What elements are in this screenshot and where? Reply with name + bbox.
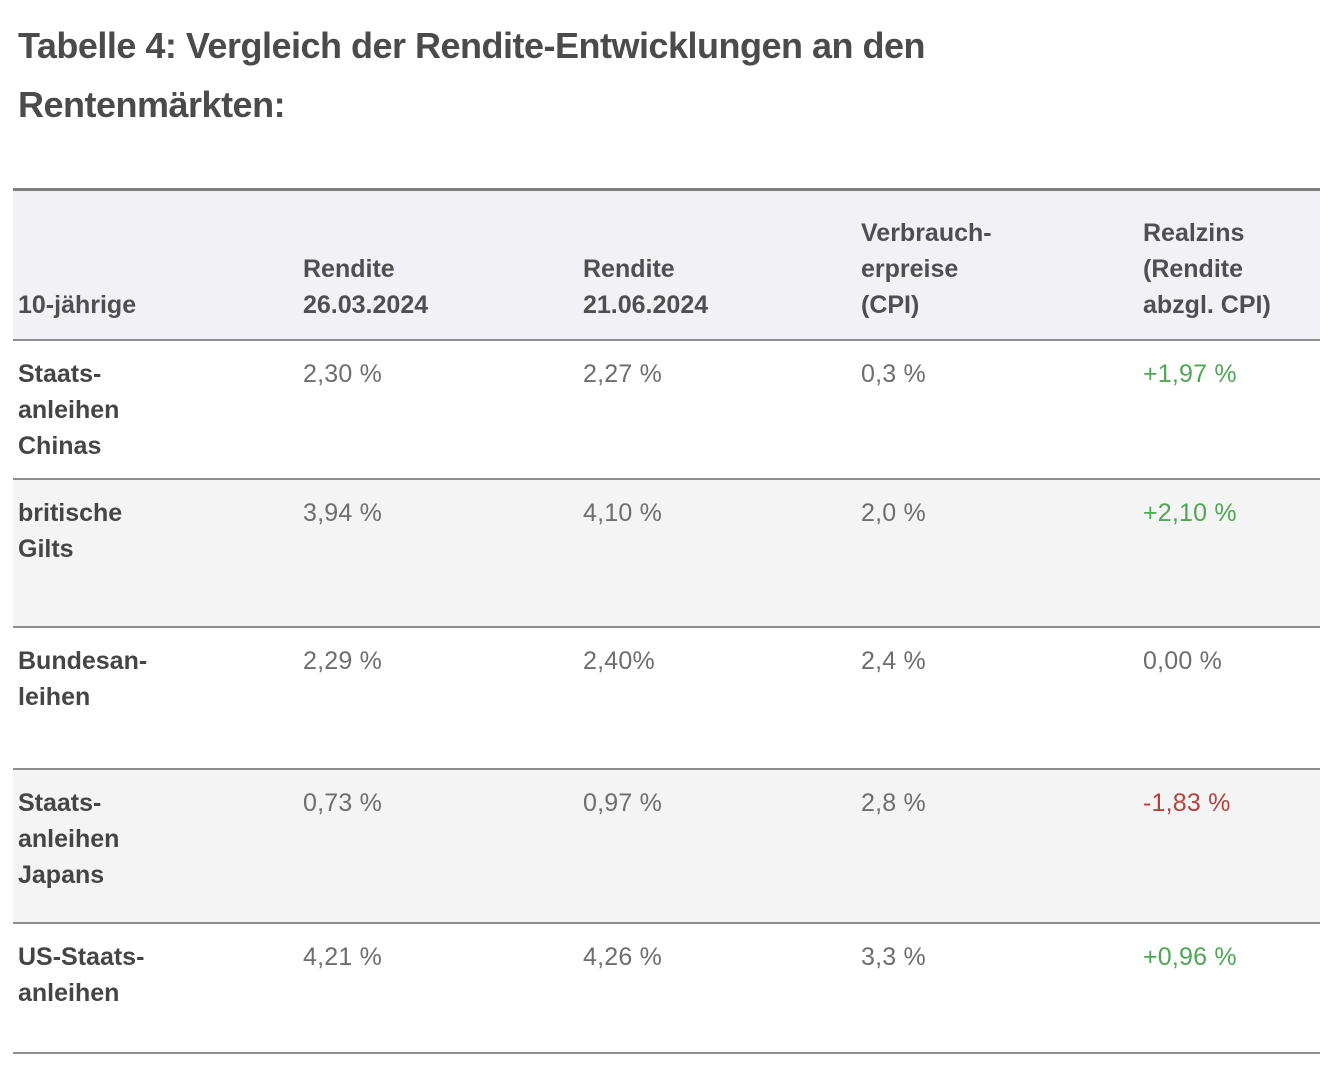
table-row-germany: Bundesan- leihen 2,29 % 2,40% 2,4 % 0,00… [13, 626, 1320, 769]
cpi-value: 2,0 % [861, 498, 926, 527]
yield-march-value: 4,21 % [303, 942, 383, 971]
cpi-value: 3,3 % [861, 942, 926, 971]
real-rate-value: +0,96 % [1143, 942, 1237, 971]
column-header-real-rate: Realzins (Rendite abzgl. CPI) [1143, 218, 1271, 319]
yield-june-value: 4,26 % [583, 942, 663, 971]
yield-june-value: 2,40% [583, 646, 655, 675]
cpi-value: 0,3 % [861, 359, 926, 388]
yield-june-value: 0,97 % [583, 788, 663, 817]
yield-june-value: 2,27 % [583, 359, 663, 388]
column-header-cpi: Verbrauch- erpreise (CPI) [861, 218, 992, 319]
table-row-japan: Staats- anleihen Japans 0,73 % 0,97 % 2,… [13, 768, 1320, 923]
yield-march-value: 0,73 % [303, 788, 383, 817]
table-caption: Tabelle 4: Vergleich der Rendite-Entwick… [18, 25, 926, 125]
table-row-uk: britische Gilts 3,94 % 4,10 % 2,0 % +2,1… [13, 478, 1320, 627]
table-row-china: Staats- anleihen Chinas 2,30 % 2,27 % 0,… [13, 339, 1320, 479]
row-label: Bundesan- leihen [18, 646, 148, 711]
bond-yield-comparison-table: 10-jährige Rendite 26.03.2024 Rendite 21… [13, 188, 1320, 1054]
header-row: 10-jährige Rendite 26.03.2024 Rendite 21… [13, 189, 1320, 340]
row-label: US-Staats- anleihen [18, 942, 145, 1007]
column-header-yield-march: Rendite 26.03.2024 [303, 254, 429, 319]
table-header-row: 10-jährige Rendite 26.03.2024 Rendite 21… [13, 189, 1320, 340]
yield-march-value: 2,29 % [303, 646, 383, 675]
row-label: Staats- anleihen Japans [18, 788, 120, 889]
row-label: Staats- anleihen Chinas [18, 359, 120, 460]
cpi-value: 2,8 % [861, 788, 926, 817]
yield-march-value: 2,30 % [303, 359, 383, 388]
yield-june-value: 4,10 % [583, 498, 663, 527]
yield-march-value: 3,94 % [303, 498, 383, 527]
column-header-yield-june: Rendite 21.06.2024 [583, 254, 709, 319]
table-body: Staats- anleihen Chinas 2,30 % 2,27 % 0,… [13, 339, 1320, 1053]
table-row-us: US-Staats- anleihen 4,21 % 4,26 % 3,3 % … [13, 922, 1320, 1053]
real-rate-value: 0,00 % [1143, 646, 1223, 675]
real-rate-value: +1,97 % [1143, 359, 1237, 388]
real-rate-value: +2,10 % [1143, 498, 1237, 527]
cpi-value: 2,4 % [861, 646, 926, 675]
row-label: britische Gilts [18, 498, 123, 563]
column-header-maturity: 10-jährige [18, 290, 137, 319]
real-rate-value: -1,83 % [1143, 788, 1231, 817]
